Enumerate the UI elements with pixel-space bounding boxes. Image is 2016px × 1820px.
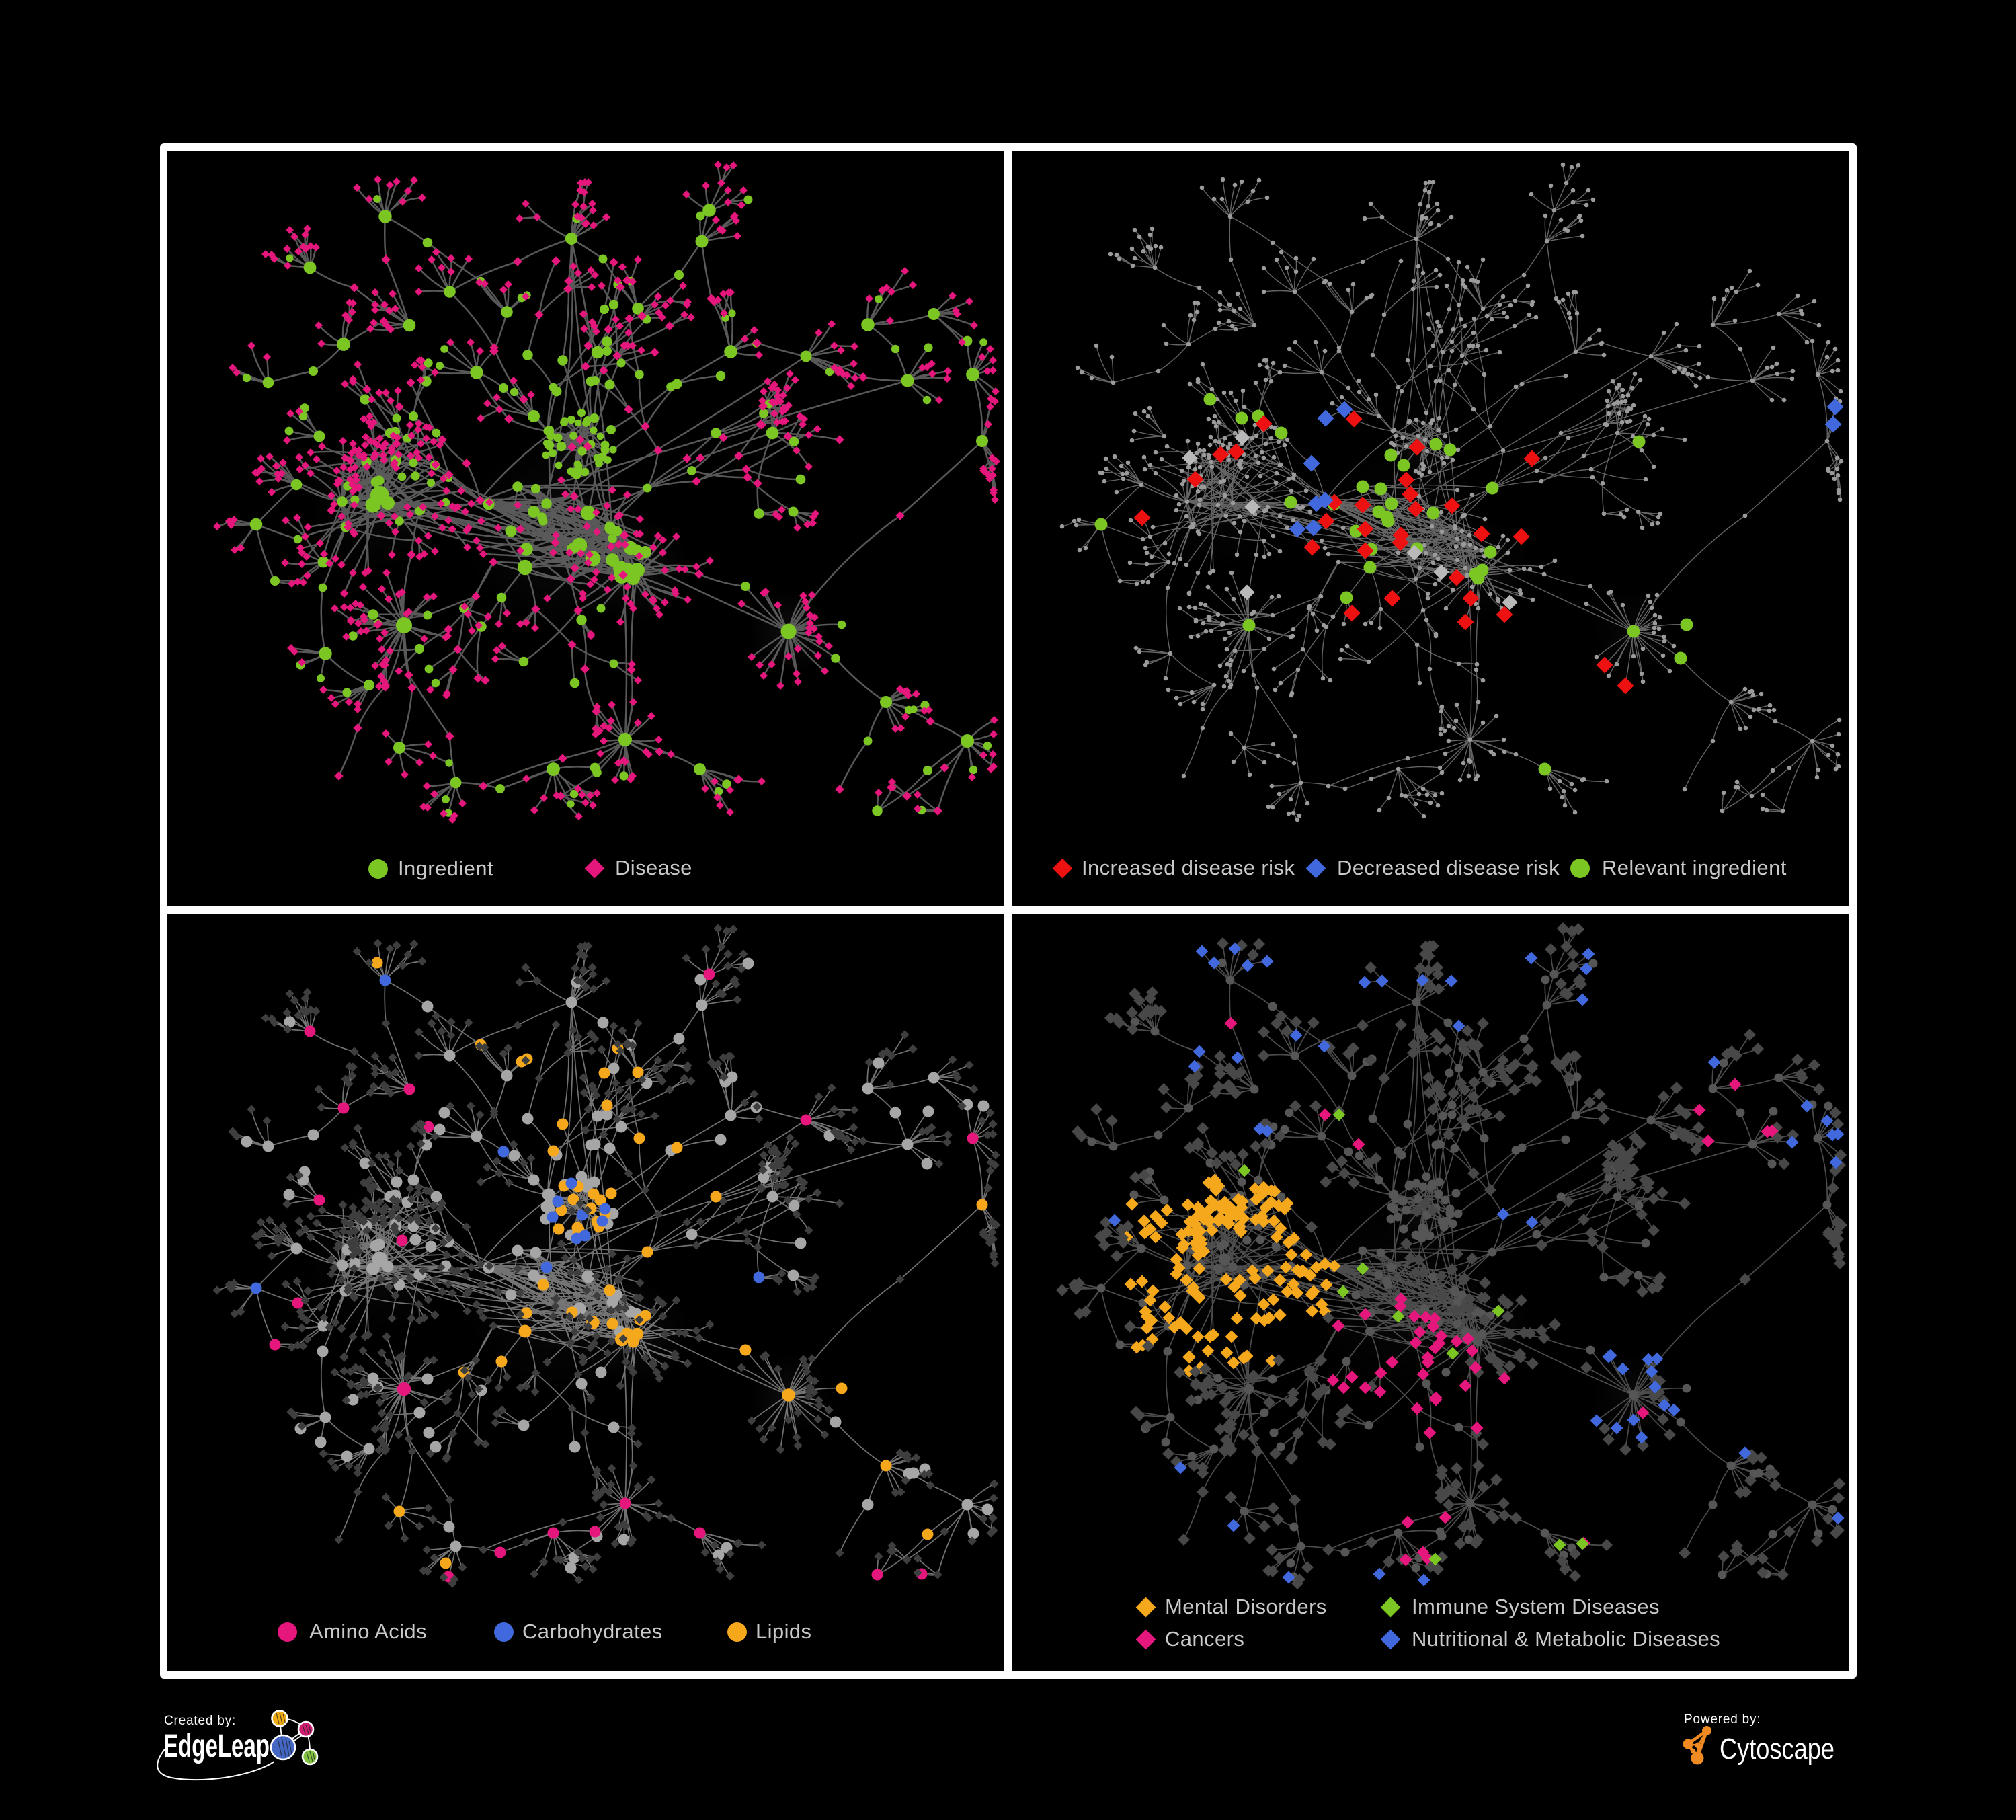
svg-text:Created by:: Created by: [164, 1714, 236, 1728]
svg-text:Powered by:: Powered by: [1684, 1712, 1761, 1727]
svg-text:Cytoscape: Cytoscape [1720, 1733, 1834, 1766]
svg-text:EdgeLeap: EdgeLeap [163, 1729, 270, 1764]
